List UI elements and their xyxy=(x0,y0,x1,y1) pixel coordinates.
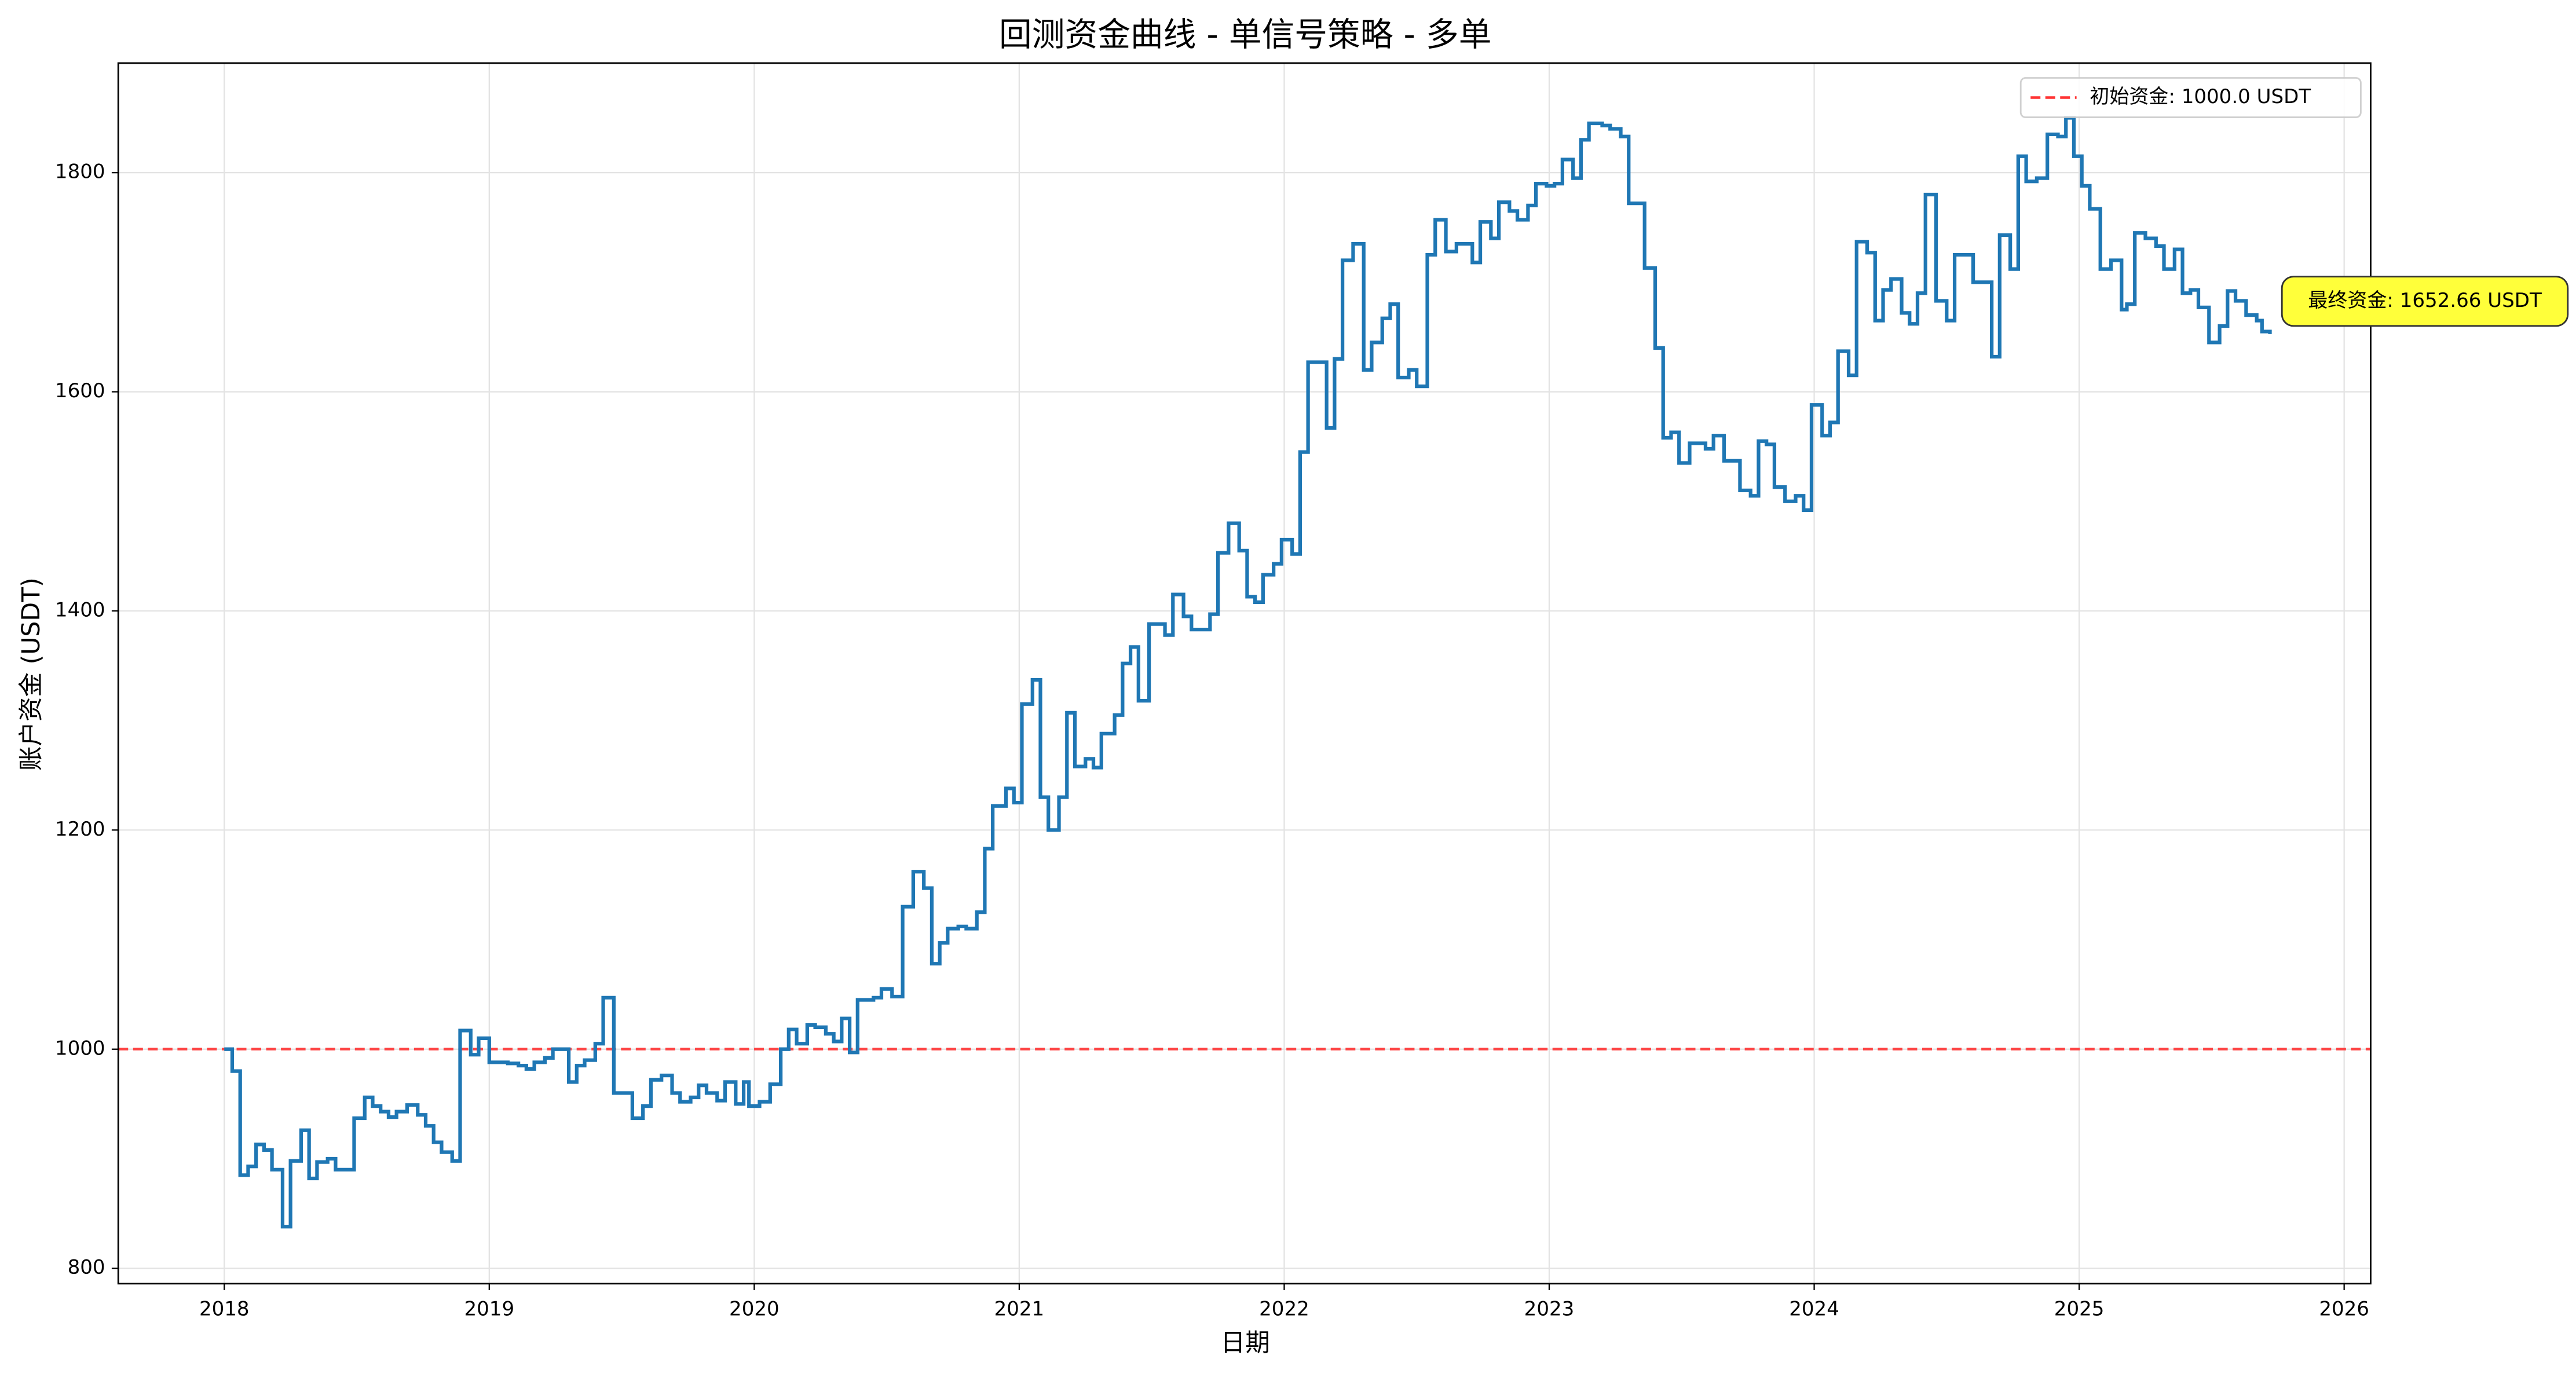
y-tick-label: 800 xyxy=(68,1256,105,1279)
chart-title: 回测资金曲线 - 单信号策略 - 多单 xyxy=(999,16,1491,54)
annotation: 最终资金: 1652.66 USDT xyxy=(2308,289,2542,312)
y-tick-label: 1200 xyxy=(55,818,105,841)
x-tick-label: 2024 xyxy=(1789,1298,1839,1321)
axes-frame xyxy=(117,62,2372,1285)
legend-box xyxy=(2019,77,2362,118)
y-tick-label: 1400 xyxy=(55,598,105,621)
y-tick-label: 1800 xyxy=(55,160,105,184)
x-tick-label: 2023 xyxy=(1524,1298,1575,1321)
x-tick-label: 2018 xyxy=(199,1298,250,1321)
y-tick-label: 1000 xyxy=(55,1037,105,1060)
x-tick-label: 2022 xyxy=(1259,1298,1309,1321)
y-tick-label: 1600 xyxy=(55,379,105,402)
x-tick-label: 2025 xyxy=(2054,1298,2105,1321)
x-tick-label: 2026 xyxy=(2319,1298,2369,1321)
x-axis-label: 日期 xyxy=(1221,1329,1270,1357)
y-axis-label: 账户资金 (USDT) xyxy=(17,577,46,771)
equity-line xyxy=(224,116,2272,1229)
x-tick-label: 2019 xyxy=(464,1298,515,1321)
legend-label: 初始资金: 1000.0 USDT xyxy=(2090,85,2311,108)
x-tick-label: 2020 xyxy=(729,1298,780,1321)
annotation-box xyxy=(2281,276,2569,327)
x-tick-label: 2021 xyxy=(994,1298,1045,1321)
